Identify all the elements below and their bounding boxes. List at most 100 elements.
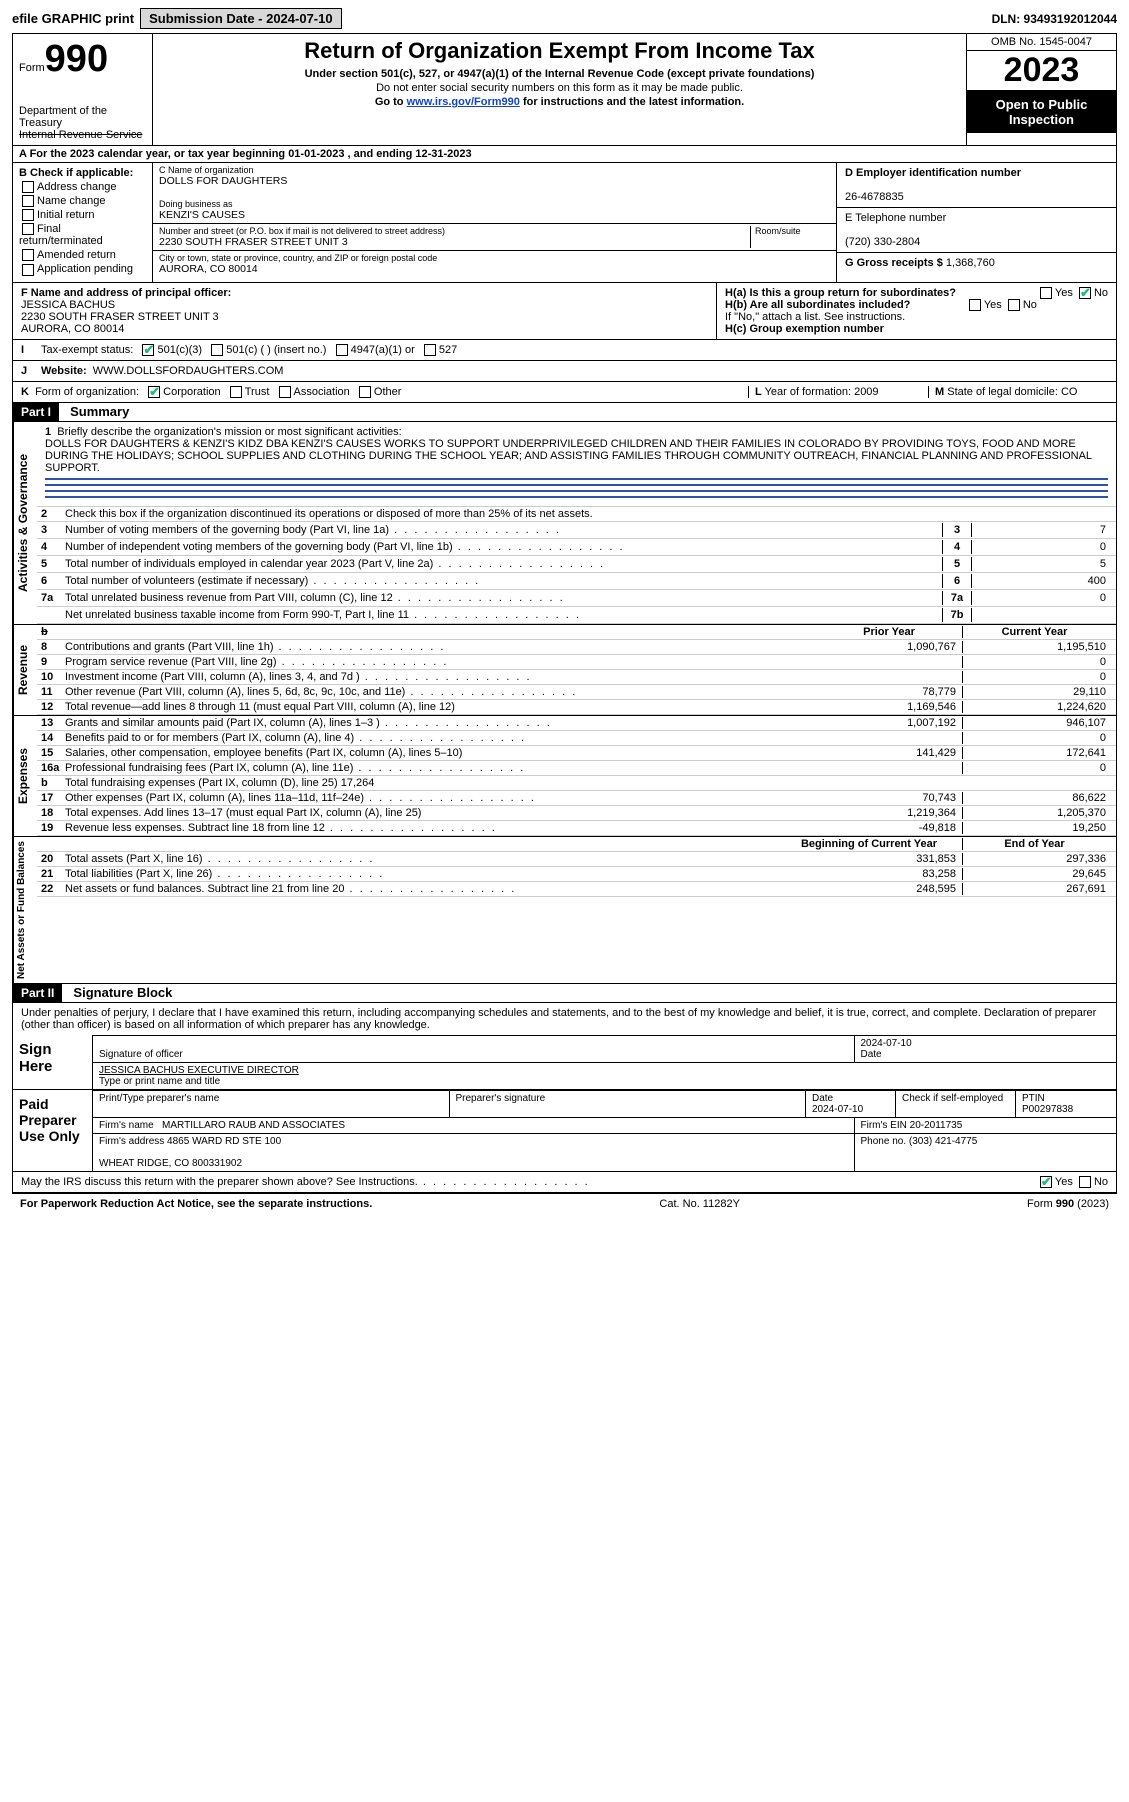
pra-notice: For Paperwork Reduction Act Notice, see … [20,1198,372,1210]
sub1: Under section 501(c), 527, or 4947(a)(1)… [305,68,815,80]
identity-block: B Check if applicable: Address change Na… [12,163,1117,283]
officer-h-block: F Name and address of principal officer:… [12,283,1117,340]
ha-yes[interactable] [1040,287,1052,299]
form-ref: Form 990 (2023) [1027,1198,1109,1210]
sub3-pre: Go to [375,96,407,108]
g-label: G Gross receipts $ [845,257,943,269]
chk-other[interactable] [359,386,371,398]
submission-date-btn[interactable]: Submission Date - 2024-07-10 [140,8,342,29]
hdr-left: Form990 Department of the Treasury Inter… [13,34,153,145]
discuss-yes[interactable] [1040,1176,1052,1188]
chk-final[interactable] [22,223,34,235]
sub2: Do not enter social security numbers on … [161,82,958,94]
city-label: City or town, state or province, country… [159,253,830,263]
e-label: E Telephone number [845,212,946,224]
i-txt: Tax-exempt status: [41,344,133,356]
topbar: efile GRAPHIC print Submission Date - 20… [12,8,1117,29]
b-label: B Check if applicable: [19,167,133,179]
form-title: Return of Organization Exempt From Incom… [161,38,958,64]
form-header: Form990 Department of the Treasury Inter… [12,33,1117,146]
hb2-label: If "No," attach a list. See instructions… [725,311,1108,323]
section-b: B Check if applicable: Address change Na… [13,163,153,282]
city-state-zip: AURORA, CO 80014 [159,263,830,275]
chk-initial[interactable] [22,209,34,221]
period-row: A For the 2023 calendar year, or tax yea… [12,146,1117,163]
ein-value: 26-4678835 [845,191,904,203]
officer-name: JESSICA BACHUS [21,299,115,311]
efile-label: efile GRAPHIC print [12,11,134,26]
vtab-governance: Activities & Governance [13,422,37,624]
hb-label: H(b) Are all subordinates included? [725,299,910,311]
governance-section: Activities & Governance 1 Briefly descri… [12,422,1117,625]
discuss-no[interactable] [1079,1176,1091,1188]
hdr-center: Return of Organization Exempt From Incom… [153,34,966,145]
hb-yes[interactable] [969,299,981,311]
sections-deg: D Employer identification number 26-4678… [836,163,1116,282]
c-name-label: C Name of organization [159,165,830,175]
sign-here-label: Sign Here [13,1035,93,1089]
gross-receipts: 1,368,760 [946,257,995,269]
mission-label: Briefly describe the organization's miss… [57,426,401,438]
chk-application[interactable] [22,264,34,276]
officer-addr1: 2230 SOUTH FRASER STREET UNIT 3 [21,311,219,323]
j-txt: Website: [41,365,87,377]
hb-no[interactable] [1008,299,1020,311]
part2-badge: Part II [13,984,62,1002]
chk-501c[interactable] [211,344,223,356]
ha-label: H(a) Is this a group return for subordin… [725,287,956,299]
phone-value: (720) 330-2804 [845,236,920,248]
paid-preparer-block: Paid Preparer Use Only Print/Type prepar… [13,1089,1116,1171]
expenses-section: Expenses 13Grants and similar amounts pa… [12,716,1117,837]
org-name: DOLLS FOR DAUGHTERS [159,175,830,187]
sig-declaration: Under penalties of perjury, I declare th… [13,1003,1116,1035]
row-i: I Tax-exempt status: 501(c)(3) 501(c) ( … [12,340,1117,361]
part2-hdr: Part II Signature Block [12,984,1117,1003]
vtab-expenses: Expenses [13,716,37,836]
netassets-section: Net Assets or Fund Balances Beginning of… [12,837,1117,984]
officer-typed: JESSICA BACHUS EXECUTIVE DIRECTOR [99,1065,299,1076]
form-number: 990 [45,38,108,80]
officer-addr2: AURORA, CO 80014 [21,323,124,335]
part1-hdr: Part I Summary [12,403,1117,422]
paid-preparer-label: Paid Preparer Use Only [13,1090,93,1171]
ha-no[interactable] [1079,287,1091,299]
dln-label: DLN: 93493192012044 [992,12,1117,26]
vtab-netassets: Net Assets or Fund Balances [13,837,37,983]
mission-text: DOLLS FOR DAUGHTERS & KENZI'S KIDZ DBA K… [45,438,1092,474]
dept-label: Department of the Treasury [19,105,146,129]
row-klm: K Form of organization: Corporation Trus… [12,382,1117,403]
irs-link[interactable]: www.irs.gov/Form990 [407,96,520,108]
part1-badge: Part I [13,403,59,421]
sub3-post: for instructions and the latest informat… [520,96,744,108]
chk-trust[interactable] [230,386,242,398]
section-f: F Name and address of principal officer:… [13,283,716,339]
part1-title: Summary [62,404,129,419]
row-j: J Website: WWW.DOLLSFORDAUGHTERS.COM [12,361,1117,382]
room-label: Room/suite [755,226,830,236]
discuss-label: May the IRS discuss this return with the… [21,1176,590,1188]
part2-title: Signature Block [65,985,172,1000]
hdr-right: OMB No. 1545-0047 2023 Open to Public In… [966,34,1116,145]
chk-address[interactable] [22,181,34,193]
page-footer: For Paperwork Reduction Act Notice, see … [12,1193,1117,1214]
website-value: WWW.DOLLSFORDAUGHTERS.COM [93,365,284,377]
revenue-section: Revenue bPrior YearCurrent Year 8Contrib… [12,625,1117,716]
chk-527[interactable] [424,344,436,356]
irs-label: Internal Revenue Service [19,129,146,141]
omb-no: OMB No. 1545-0047 [967,34,1116,51]
chk-amended[interactable] [22,249,34,261]
chk-corp[interactable] [148,386,160,398]
vtab-revenue: Revenue [13,625,37,715]
chk-assoc[interactable] [279,386,291,398]
section-h: H(a) Is this a group return for subordin… [716,283,1116,339]
dba-label: Doing business as [159,199,830,209]
chk-name[interactable] [22,195,34,207]
addr-label: Number and street (or P.O. box if mail i… [159,226,750,236]
form-word: Form [19,62,45,74]
cat-no: Cat. No. 11282Y [659,1198,740,1210]
section-c: C Name of organization DOLLS FOR DAUGHTE… [153,163,836,282]
chk-501c3[interactable] [142,344,154,356]
sign-here-block: Sign Here Signature of officer 2024-07-1… [13,1035,1116,1089]
chk-4947[interactable] [336,344,348,356]
street-addr: 2230 SOUTH FRASER STREET UNIT 3 [159,236,750,248]
